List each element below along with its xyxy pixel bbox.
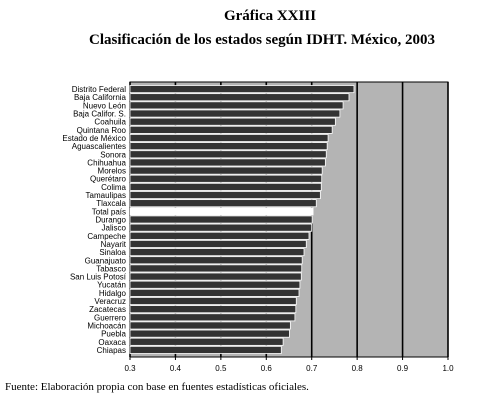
bar: [129, 305, 297, 314]
y-tick-label: Campeche: [87, 232, 126, 241]
y-tick-label: Nayarit: [101, 240, 127, 249]
y-tick-label: Estado de México: [62, 134, 126, 143]
y-tick-label: Guerrero: [94, 313, 127, 322]
y-tick-label: Jalisco: [102, 224, 127, 233]
bar: [129, 215, 313, 224]
bar: [129, 109, 341, 118]
y-tick-label: Querétaro: [90, 175, 127, 184]
bar: [129, 272, 302, 281]
y-tick-label: Tlaxcala: [96, 199, 126, 208]
bar: [129, 93, 350, 102]
y-tick-label: Baja Califor. S.: [73, 110, 126, 119]
y-tick-label: Sonora: [100, 150, 126, 159]
chart-subtitle: Clasificación de los estados según IDHT.…: [89, 32, 435, 48]
bar: [129, 142, 328, 151]
y-tick-label: Morelos: [98, 167, 126, 176]
y-tick-label: Durango: [95, 216, 126, 225]
bar: [129, 182, 322, 191]
y-tick-label: Colima: [101, 183, 126, 192]
y-tick-label: Veracruz: [94, 297, 126, 306]
y-tick-label: Chiapas: [97, 346, 126, 355]
bar: [129, 231, 310, 240]
bar: [129, 256, 303, 265]
y-tick-label: Puebla: [101, 330, 126, 339]
x-tick-label: 0.3: [124, 364, 136, 373]
bar: [129, 134, 329, 142]
bar: [129, 313, 296, 322]
y-tick-label: Aguascalientes: [72, 142, 126, 151]
x-tick-label: 1.0: [442, 364, 454, 373]
bar: [129, 117, 336, 126]
bar: [129, 345, 282, 354]
bar: [129, 223, 313, 232]
bar: [129, 85, 355, 94]
y-tick-label: Tabasco: [96, 264, 126, 273]
source-note: Fuente: Elaboración propia con base en f…: [5, 381, 309, 393]
bar: [129, 297, 297, 305]
y-tick-label: Guanajuato: [85, 256, 127, 265]
y-tick-label: Tamaulipas: [86, 191, 126, 200]
y-tick-label: Quintana Roo: [77, 126, 127, 135]
y-tick-label: Coahuila: [94, 118, 126, 127]
x-tick-label: 0.6: [261, 364, 273, 373]
y-tick-label: Oaxaca: [98, 338, 126, 347]
y-tick-label: Michoacán: [87, 321, 126, 330]
bar: [129, 207, 314, 216]
x-tick-label: 0.7: [306, 364, 318, 373]
x-tick-label: 0.4: [170, 364, 182, 373]
y-tick-label: Total país: [92, 207, 126, 216]
bar: [129, 125, 333, 134]
bar: [129, 264, 303, 273]
y-tick-label: Yucatán: [97, 281, 126, 290]
x-tick-label: 0.8: [352, 364, 364, 373]
y-tick-label: Hidalgo: [99, 289, 127, 298]
y-tick-label: Distrito Federal: [72, 85, 126, 94]
bar: [129, 337, 284, 346]
y-tick-label: Baja California: [74, 93, 127, 102]
x-tick-label: 0.5: [215, 364, 227, 373]
y-tick-label: Nuevo León: [83, 101, 126, 110]
bar: [129, 101, 344, 110]
bar: [129, 158, 326, 167]
bar: [129, 191, 321, 200]
y-tick-label: San Luis Potosí: [70, 273, 127, 282]
bar: [129, 329, 290, 338]
bar: [129, 280, 301, 289]
bar: [129, 199, 317, 208]
bar: [129, 174, 323, 183]
bar: [129, 288, 300, 297]
bar: [129, 166, 323, 175]
y-tick-label: Sinaloa: [99, 248, 126, 257]
y-tick-label: Zacatecas: [89, 305, 126, 314]
y-tick-label: Chihuahua: [87, 158, 126, 167]
bar: [129, 239, 307, 248]
chart-title: Gráfica XXIII: [224, 8, 316, 24]
bar: [129, 321, 291, 330]
bar: [129, 150, 327, 159]
bar: [129, 248, 305, 257]
x-tick-label: 0.9: [397, 364, 409, 373]
